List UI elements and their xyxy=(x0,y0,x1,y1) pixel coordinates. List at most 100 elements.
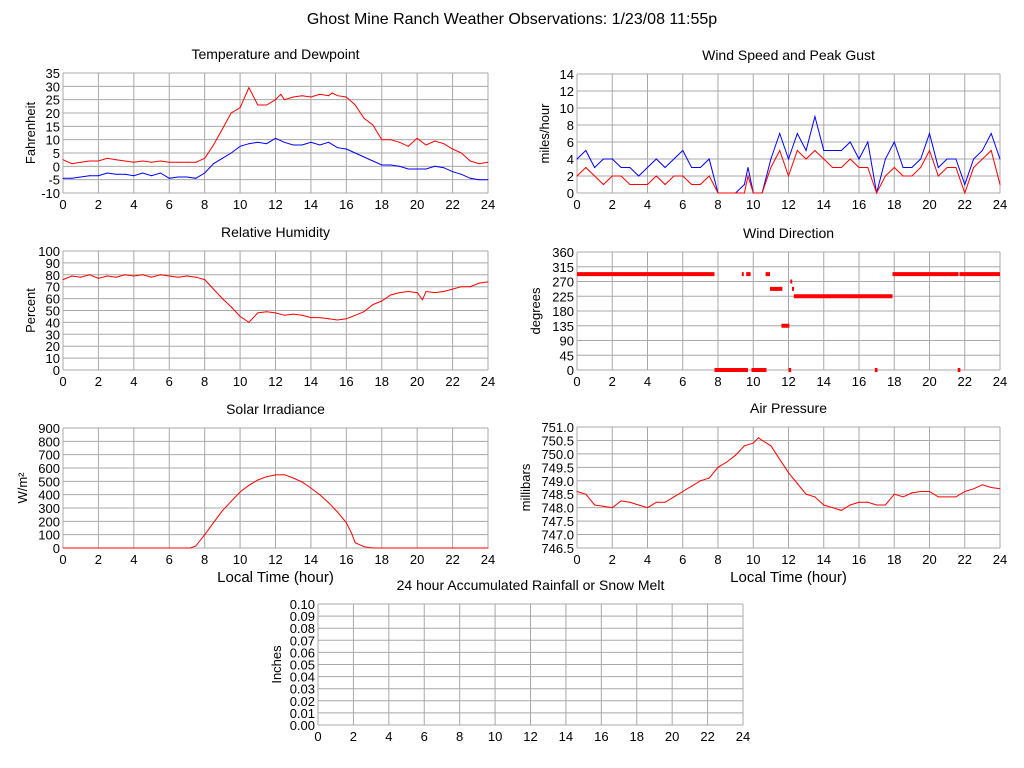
data-point xyxy=(752,192,754,194)
y-tick-label: 500 xyxy=(38,474,60,489)
data-point xyxy=(89,274,91,276)
data-point xyxy=(310,141,312,143)
y-tick-label: 900 xyxy=(38,421,60,436)
x-tick-label: 12 xyxy=(268,552,282,567)
data-point xyxy=(664,184,666,185)
direction-mark xyxy=(959,272,1000,277)
data-point xyxy=(328,141,330,143)
data-point xyxy=(708,175,710,177)
data-point xyxy=(832,167,834,168)
data-point xyxy=(840,150,842,151)
x-tick-label: 2 xyxy=(609,374,616,389)
data-point xyxy=(159,274,161,276)
y-tick-label: 800 xyxy=(38,434,60,449)
x-tick-label: 22 xyxy=(700,729,714,744)
x-tick-label: 12 xyxy=(268,197,282,212)
x-tick-label: 18 xyxy=(375,197,389,212)
data-point xyxy=(257,141,259,143)
x-tick-label: 0 xyxy=(59,552,66,567)
y-tick-label: 8 xyxy=(567,118,574,133)
x-tick-label: 8 xyxy=(714,197,721,212)
data-point xyxy=(576,175,578,177)
data-point xyxy=(638,175,640,177)
data-point xyxy=(602,158,604,160)
y-axis-label: Inches xyxy=(269,645,284,684)
direction-mark xyxy=(751,368,767,372)
data-point xyxy=(673,158,675,160)
x-tick-label: 2 xyxy=(609,552,616,567)
data-point xyxy=(390,139,392,141)
x-tick-label: 18 xyxy=(887,197,901,212)
data-point xyxy=(460,152,462,154)
data-point xyxy=(620,175,622,177)
x-tick-label: 10 xyxy=(746,552,760,567)
data-point xyxy=(336,319,338,321)
data-point xyxy=(990,150,992,151)
data-point xyxy=(460,173,462,175)
data-point xyxy=(981,158,983,160)
data-point xyxy=(893,167,895,168)
data-point xyxy=(814,150,816,151)
data-point xyxy=(363,117,365,119)
y-tick-label: 749.0 xyxy=(541,474,574,489)
data-point xyxy=(796,150,798,151)
data-point xyxy=(867,501,869,503)
data-point xyxy=(682,491,684,493)
data-point xyxy=(133,275,135,277)
data-point xyxy=(620,500,622,502)
data-point xyxy=(266,143,268,145)
data-point xyxy=(416,292,418,294)
x-tick-label: 0 xyxy=(573,197,580,212)
x-tick-label: 16 xyxy=(339,374,353,389)
data-point xyxy=(221,298,223,300)
data-point xyxy=(620,167,622,168)
data-point xyxy=(97,277,99,279)
x-tick-label: 12 xyxy=(523,729,537,744)
data-point xyxy=(585,493,587,495)
data-point xyxy=(743,184,745,185)
data-point xyxy=(416,168,418,170)
x-axis-label: Local Time (hour) xyxy=(730,569,847,586)
data-point xyxy=(266,476,268,478)
direction-mark xyxy=(765,272,770,277)
x-tick-label: 22 xyxy=(445,197,459,212)
data-point xyxy=(275,99,276,101)
x-tick-label: 6 xyxy=(679,197,686,212)
y-tick-label: 0.07 xyxy=(290,633,315,648)
data-point xyxy=(301,144,303,146)
chart-title: Temperature and Dewpoint xyxy=(191,46,359,62)
data-point xyxy=(239,491,241,493)
x-tick-label: 12 xyxy=(781,374,795,389)
data-point xyxy=(726,192,728,194)
x-tick-label: 8 xyxy=(714,552,721,567)
y-tick-label: 748.5 xyxy=(541,487,574,502)
y-tick-label: 600 xyxy=(38,461,60,476)
y-tick-label: 0.08 xyxy=(290,621,315,636)
data-point xyxy=(999,184,1001,185)
data-point xyxy=(955,158,957,160)
data-point xyxy=(204,279,206,281)
y-tick-label: 45 xyxy=(560,348,574,363)
data-point xyxy=(858,501,860,503)
x-tick-label: 0 xyxy=(573,374,580,389)
data-point xyxy=(691,167,693,168)
data-point xyxy=(328,502,330,504)
y-axis-label: millibars xyxy=(518,463,533,511)
x-tick-label: 8 xyxy=(714,374,721,389)
data-point xyxy=(292,144,294,146)
y-tick-label: 300 xyxy=(38,501,60,516)
data-point xyxy=(823,150,825,151)
data-point xyxy=(89,160,91,162)
chart-title: 24 hour Accumulated Rainfall or Snow Mel… xyxy=(397,577,665,593)
data-point xyxy=(301,481,303,483)
data-point xyxy=(351,532,353,534)
data-point xyxy=(239,145,241,147)
x-tick-label: 0 xyxy=(59,374,66,389)
y-tick-label: 90 xyxy=(560,334,574,349)
data-point xyxy=(594,504,596,506)
y-tick-label: 750.5 xyxy=(541,433,574,448)
y-tick-label: 135 xyxy=(552,319,574,334)
x-tick-label: 22 xyxy=(958,197,972,212)
data-point xyxy=(421,299,423,301)
